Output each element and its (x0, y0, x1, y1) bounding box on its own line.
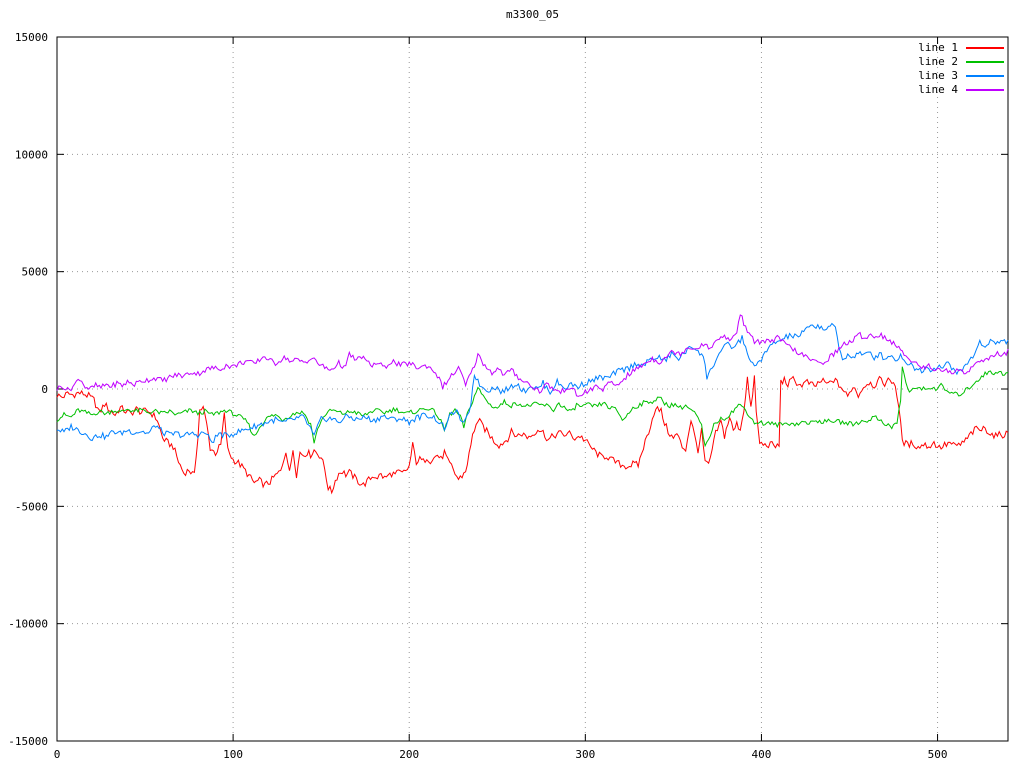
svg-text:100: 100 (223, 748, 243, 761)
svg-text:0: 0 (41, 383, 48, 396)
legend-label: line 1 (918, 41, 958, 54)
svg-text:500: 500 (928, 748, 948, 761)
legend-line-sample (966, 89, 1004, 91)
svg-text:-10000: -10000 (8, 618, 48, 631)
legend-line-sample (966, 47, 1004, 49)
svg-text:0: 0 (54, 748, 61, 761)
svg-text:10000: 10000 (15, 148, 48, 161)
legend-label: line 2 (918, 55, 958, 68)
svg-text:300: 300 (575, 748, 595, 761)
legend-entry-line-3: line 3 (918, 69, 1004, 83)
svg-text:200: 200 (399, 748, 419, 761)
legend-label: line 3 (918, 69, 958, 82)
legend-line-sample (966, 61, 1004, 63)
svg-text:-5000: -5000 (15, 500, 48, 513)
legend-entry-line-4: line 4 (918, 83, 1004, 97)
svg-text:-15000: -15000 (8, 735, 48, 748)
svg-text:15000: 15000 (15, 31, 48, 44)
legend-label: line 4 (918, 83, 958, 96)
svg-text:400: 400 (752, 748, 772, 761)
svg-text:5000: 5000 (22, 266, 49, 279)
chart-title: m3300_05 (506, 8, 559, 21)
legend-entry-line-2: line 2 (918, 55, 1004, 69)
chart-legend: line 1 line 2 line 3 line 4 (918, 41, 1004, 97)
legend-line-sample (966, 75, 1004, 77)
legend-entry-line-1: line 1 (918, 41, 1004, 55)
